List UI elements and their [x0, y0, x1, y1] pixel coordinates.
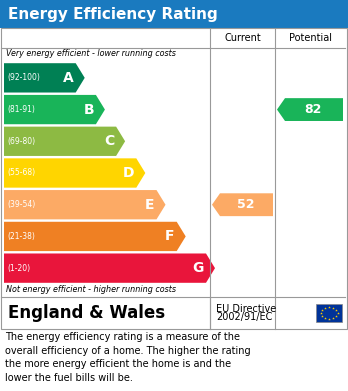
Text: Potential: Potential	[288, 33, 332, 43]
Text: A: A	[63, 71, 74, 85]
Text: Energy Efficiency Rating: Energy Efficiency Rating	[8, 7, 218, 22]
Polygon shape	[4, 63, 85, 93]
Polygon shape	[4, 222, 186, 251]
Text: The energy efficiency rating is a measure of the
overall efficiency of a home. T: The energy efficiency rating is a measur…	[5, 332, 251, 383]
Text: EU Directive: EU Directive	[216, 304, 276, 314]
Text: Current: Current	[224, 33, 261, 43]
Polygon shape	[4, 95, 105, 124]
Text: (39-54): (39-54)	[7, 200, 35, 209]
Polygon shape	[4, 127, 125, 156]
Text: (69-80): (69-80)	[7, 137, 35, 146]
Text: (55-68): (55-68)	[7, 169, 35, 178]
Text: 52: 52	[237, 198, 254, 211]
Text: (92-100): (92-100)	[7, 74, 40, 83]
Bar	[1, 28, 347, 329]
Text: 82: 82	[304, 103, 322, 116]
Text: F: F	[165, 230, 175, 244]
Text: (21-38): (21-38)	[7, 232, 35, 241]
Polygon shape	[212, 193, 273, 216]
Text: (81-91): (81-91)	[7, 105, 35, 114]
Polygon shape	[4, 190, 166, 219]
Text: Not energy efficient - higher running costs: Not energy efficient - higher running co…	[6, 285, 176, 294]
Text: G: G	[193, 261, 204, 275]
Text: C: C	[104, 134, 114, 148]
Bar	[316, 304, 342, 322]
Polygon shape	[4, 158, 145, 188]
Bar	[0, 0, 348, 28]
Polygon shape	[277, 98, 343, 121]
Polygon shape	[4, 253, 215, 283]
Text: 2002/91/EC: 2002/91/EC	[216, 312, 272, 322]
Text: E: E	[145, 198, 155, 212]
Text: (1-20): (1-20)	[7, 264, 30, 273]
Text: B: B	[83, 102, 94, 117]
Text: England & Wales: England & Wales	[8, 304, 165, 322]
Text: Very energy efficient - lower running costs: Very energy efficient - lower running co…	[6, 49, 176, 58]
Text: D: D	[123, 166, 134, 180]
